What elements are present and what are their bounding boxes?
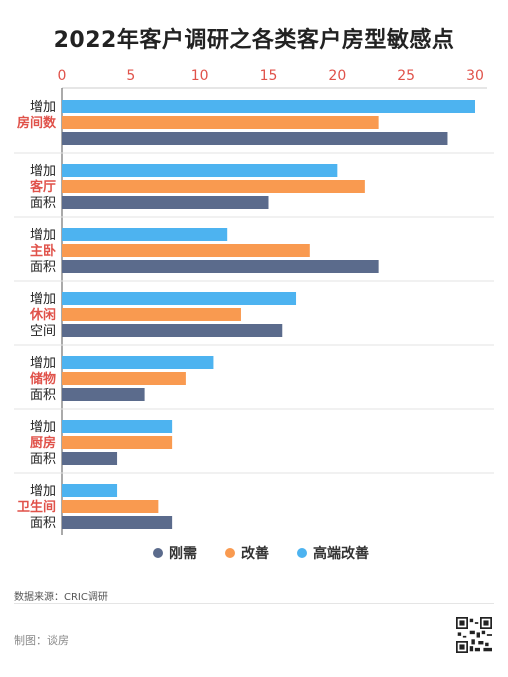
category-label: 增加 [30,292,56,307]
category-label: 面积 [30,260,56,275]
bar-高端改善 [62,420,173,433]
category-label: 增加 [30,164,56,179]
category-label: 房间数 [17,115,57,131]
bar-高端改善 [62,356,214,369]
legend-label: 改善 [241,545,269,562]
category-label: 面积 [30,452,56,467]
x-tick-label: 30 [466,68,484,84]
bar-刚需 [62,132,448,145]
bar-改善 [62,372,186,385]
bar-刚需 [62,324,283,337]
chart-title: 2022年客户调研之各类客户房型敏感点 [53,28,455,53]
bar-刚需 [62,260,379,273]
legend-label: 刚需 [169,545,197,562]
category-label: 厨房 [30,435,56,451]
category-label: 增加 [30,420,56,435]
qr-code-icon [456,617,492,653]
x-tick-label: 20 [328,68,346,84]
footer-divider [14,603,494,604]
category-label: 卫生间 [17,499,56,515]
bar-改善 [62,244,310,257]
category-label: 增加 [30,356,56,371]
category-label: 面积 [30,196,56,211]
category-label: 储物 [29,371,56,387]
bar-高端改善 [62,228,228,241]
bar-chart: 0 5 10 15 20 25 30增加房间数增加客厅面积增加主卧面积增加休闲空间增加储物面… [14,68,494,562]
category-label: 增加 [30,484,56,499]
bar-刚需 [62,196,269,209]
bar-高端改善 [62,164,338,177]
legend-marker-改善 [225,548,235,558]
x-tick-label: 25 [397,68,415,84]
legend-marker-高端改善 [297,548,307,558]
legend-label: 高端改善 [313,545,369,562]
category-label: 增加 [30,100,56,115]
data-source: 数据来源：CRIC调研 [14,592,108,603]
bar-刚需 [62,452,118,465]
x-tick-label: 10 [191,68,209,84]
x-tick-label: 5 [126,68,135,84]
category-label: 主卧 [30,243,56,259]
chart-maker: 制图：谈房 [14,634,69,647]
bar-改善 [62,116,379,129]
x-tick-label: 15 [260,68,278,84]
category-label: 面积 [30,516,56,531]
bar-高端改善 [62,100,475,113]
category-label: 面积 [30,388,56,403]
bar-改善 [62,180,365,193]
bar-刚需 [62,516,173,529]
legend-marker-刚需 [153,548,163,558]
category-label: 客厅 [30,179,56,195]
category-label: 休闲 [29,307,56,323]
bar-刚需 [62,388,145,401]
category-label: 增加 [30,228,56,243]
bar-高端改善 [62,292,297,305]
category-label: 空间 [30,324,56,339]
bar-改善 [62,436,173,449]
x-tick-label: 0 [58,68,67,84]
bar-改善 [62,308,241,321]
bar-改善 [62,500,159,513]
bar-高端改善 [62,484,118,497]
